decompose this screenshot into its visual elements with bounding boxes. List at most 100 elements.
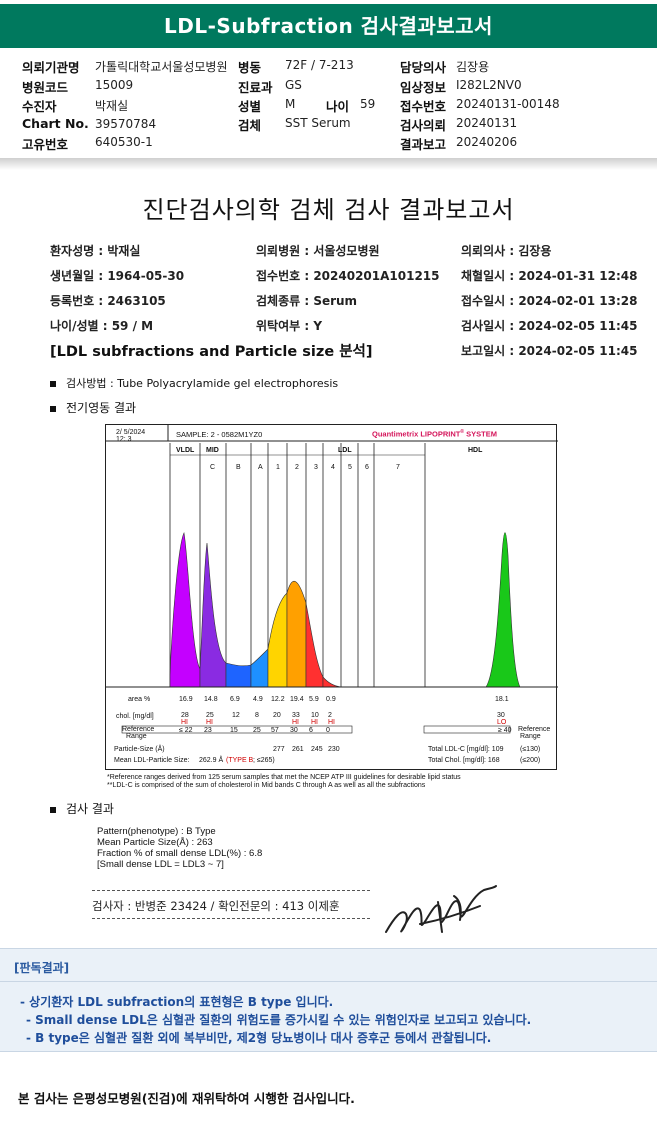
band-label: VLDL: [176, 447, 195, 454]
result-line: Pattern(phenotype) : B Type: [97, 826, 216, 837]
chol-flag: HI: [181, 719, 188, 726]
ref-value: 15: [230, 727, 238, 734]
patient-field: 접수번호 : 20240201A101215: [256, 269, 440, 283]
info-label-age: 나이: [326, 99, 350, 114]
row-label-ref: Range: [126, 733, 147, 740]
total-ldl-ref: (≤130): [520, 746, 540, 753]
area-value: 16.9: [179, 696, 193, 703]
area-value: 14.8: [204, 696, 218, 703]
band-label: HDL: [468, 447, 483, 454]
ref-value: 57: [271, 727, 279, 734]
registered-mark: ®: [460, 429, 465, 435]
chart-time: 12: 3: [116, 436, 132, 443]
info-label-patient: 수진자: [22, 99, 57, 114]
result-line: Mean Particle Size(Å) : 263: [97, 837, 213, 848]
info-label-ward: 병동: [238, 60, 262, 75]
electro-heading: 전기영동 결과: [50, 399, 136, 416]
mean-size-label: Mean LDL-Particle Size:: [114, 757, 190, 764]
chart-sample: SAMPLE: 2 - 0582M1YZ0: [176, 430, 263, 439]
patient-field: 의뢰병원 : 서울성모병원: [256, 244, 380, 258]
patient-field: 채혈일시 : 2024-01-31 12:48: [461, 269, 638, 283]
bullet-icon: [50, 381, 56, 387]
patient-field: 의뢰의사 : 김장용: [461, 244, 552, 258]
info-value-age: 59: [360, 97, 376, 111]
brand-tail: SYSTEM: [464, 429, 497, 439]
chol-flag: HI: [292, 719, 299, 726]
mid-sub-label: A: [258, 464, 263, 471]
info-value-request-date: 20240131: [456, 116, 518, 130]
total-chol-ref: (≤200): [520, 757, 540, 764]
chol-value: 33: [292, 712, 300, 719]
area-value: 0.9: [326, 696, 336, 703]
band-label: MID: [206, 447, 219, 454]
ref-right-label: Reference: [518, 726, 550, 733]
result-line: [Small dense LDL = LDL3 ~ 7]: [97, 859, 224, 870]
patient-field: 환자성명 : 박재실: [50, 244, 141, 258]
patient-field: 나이/성별 : 59 / M: [50, 319, 154, 333]
chol-value: 30: [497, 712, 505, 719]
row-label-ref: Reference: [122, 726, 154, 733]
chol-flag: HI: [328, 719, 335, 726]
electro-peak: [322, 676, 342, 688]
electro-peak: [225, 662, 252, 688]
report-title: 진단검사의학 검체 검사 결과보고서: [142, 196, 515, 224]
info-value-clinical-info: I282L2NV0: [456, 78, 522, 92]
info-label-accession-no: 접수번호: [400, 99, 447, 114]
result-summary: Pattern(phenotype) : B Type Mean Particl…: [97, 826, 262, 870]
info-label-chart-no: Chart No.: [22, 116, 89, 131]
footer-note: 본 검사는 은평성모병원(진검)에 재위탁하여 시행한 검사입니다.: [18, 1091, 355, 1106]
ref-value: 25: [253, 727, 261, 734]
info-value-chart-no: 39570784: [95, 117, 157, 131]
bullet-icon: [50, 806, 56, 813]
examiner-line: 검사자 : 반병준 23424 / 확인전문의 : 413 이제훈: [92, 899, 340, 913]
chart-note-1: *Reference ranges derived from 125 serum…: [107, 774, 461, 781]
ldl-sub-label: 4: [331, 464, 335, 471]
area-value: 18.1: [495, 696, 509, 703]
brand-text: Quantimetrix LIPOPRINT: [372, 429, 461, 439]
chart-notes: *Reference ranges derived from 125 serum…: [107, 774, 461, 790]
result-heading: 검사 결과: [50, 800, 114, 817]
signature-image: [385, 885, 497, 933]
area-value: 5.9: [309, 696, 319, 703]
info-value-sex: M: [285, 97, 296, 111]
info-label-unique-no: 고유번호: [22, 137, 69, 152]
particle-size-value: 230: [328, 746, 340, 753]
info-label-clinical-info: 임상정보: [400, 80, 447, 95]
mean-size-type: (TYPE B: [226, 757, 254, 764]
particle-size-value: 245: [311, 746, 323, 753]
ref-value: 0: [326, 727, 330, 734]
method-line: 검사방법 : Tube Polyacrylamide gel electroph…: [50, 375, 338, 391]
particle-size-value: 277: [273, 746, 285, 753]
bullet-icon: [50, 405, 56, 412]
ldl-sub-label: 2: [295, 464, 299, 471]
patient-field: 위탁여부 : Y: [256, 319, 323, 333]
chart-date: 2/ 5/2024: [116, 429, 146, 436]
info-label-doctor: 담당의사: [400, 60, 447, 75]
ref-right-label: Range: [520, 733, 541, 740]
info-label-sex: 성별: [238, 99, 262, 114]
info-value-unique-no: 640530-1: [95, 135, 153, 149]
mid-sub-label: B: [236, 464, 241, 471]
patient-field: 검체종류 : Serum: [256, 294, 358, 308]
info-label-request-date: 검사의뢰: [400, 118, 447, 133]
row-label-chol: chol. [mg/dl]: [116, 713, 154, 720]
patient-field: 생년월일 : 1964-05-30: [50, 269, 185, 283]
dashed-divider: [92, 890, 370, 891]
info-value-hospital-code: 15009: [95, 78, 134, 92]
lipoprint-chart: 2/ 5/2024 12: 3 SAMPLE: 2 - 0582M1YZ0 Qu…: [105, 424, 558, 770]
ldl-sub-label: 7: [396, 464, 400, 471]
ref-range-box: [423, 725, 511, 734]
total-chol: Total Chol. [mg/dl]: 168: [428, 757, 500, 764]
info-value-ward: 72F / 7-213: [285, 58, 354, 72]
info-label-report-date: 결과보고: [400, 137, 447, 152]
chart-note-2: **LDL-C is comprised of the sum of chole…: [107, 782, 426, 789]
area-value: 6.9: [230, 696, 240, 703]
chol-value: 2: [328, 712, 332, 719]
electro-peak: [286, 581, 307, 688]
particle-size-value: 261: [292, 746, 304, 753]
ref-value: ≤ 22: [179, 727, 193, 734]
area-value: 12.2: [271, 696, 285, 703]
info-value-accession-no: 20240131-00148: [456, 97, 560, 111]
dashed-divider: [92, 918, 370, 919]
